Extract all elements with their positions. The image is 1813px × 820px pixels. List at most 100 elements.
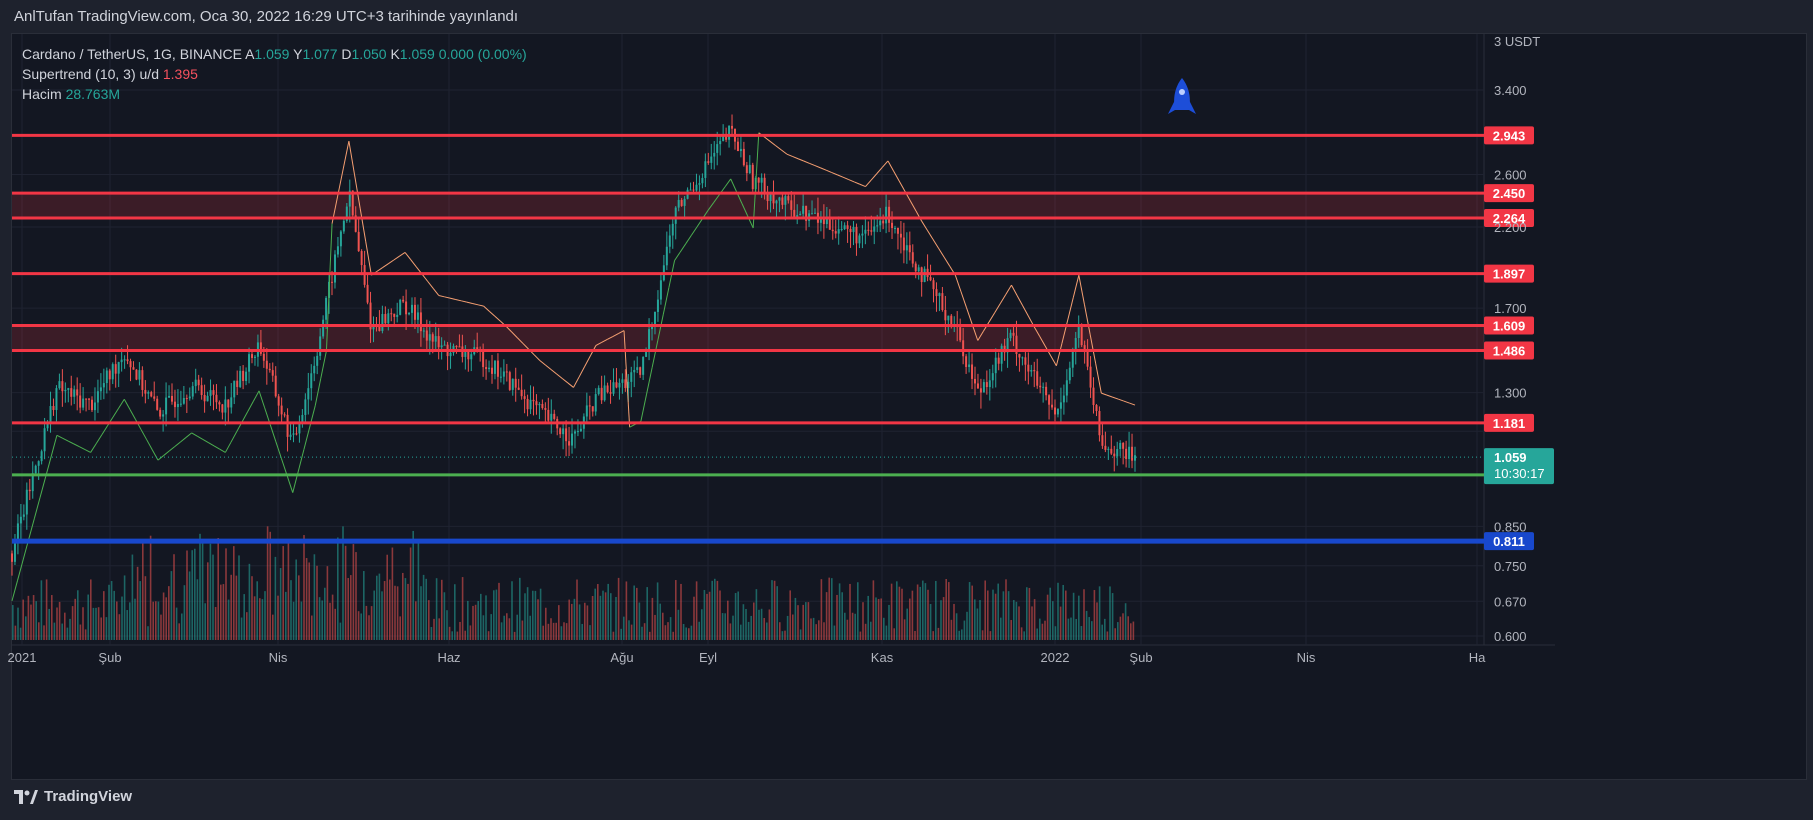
supertrend-line <box>1095 363 1102 394</box>
candle-body <box>325 297 328 320</box>
candle-body <box>722 135 725 142</box>
candle-body <box>197 379 200 386</box>
candle-body <box>707 161 710 163</box>
candle-body <box>1077 324 1080 339</box>
volume-bar <box>233 546 235 640</box>
volume-bar <box>1020 627 1023 640</box>
supertrend-line <box>876 167 883 175</box>
volume-bar <box>636 587 638 640</box>
candle-body <box>301 414 304 424</box>
supertrend-row: Supertrend (10, 3) u/d 1.395 <box>22 64 527 84</box>
volume-bar <box>797 605 799 640</box>
volume-bar <box>464 630 466 640</box>
volume-bar <box>721 613 724 640</box>
tradingview-brand[interactable]: TradingView <box>14 788 132 805</box>
volume-bar <box>779 622 781 640</box>
volume-bar <box>851 612 854 640</box>
candle-body <box>579 428 582 432</box>
volume-bar <box>620 628 622 640</box>
candle-body <box>591 406 594 412</box>
volume-bar <box>841 592 843 640</box>
volume-bar <box>334 608 336 640</box>
supertrend-line <box>241 411 249 422</box>
time-axis-label: Eyl <box>699 650 717 665</box>
candle-body <box>825 218 828 225</box>
volume-bar <box>1026 587 1028 640</box>
volume-bar <box>623 616 625 640</box>
candle-body <box>1009 332 1012 339</box>
supertrend-line <box>118 399 125 409</box>
supertrend-line <box>1011 284 1018 296</box>
volume-bar <box>178 623 180 640</box>
supertrend-line <box>820 167 827 171</box>
volume-bar <box>170 571 173 640</box>
candle-body <box>168 395 171 398</box>
volume-bar <box>1091 621 1093 640</box>
supertrend-line <box>679 243 687 253</box>
candle-body <box>864 229 867 234</box>
volume-bar <box>469 625 472 640</box>
candle-body <box>331 281 334 283</box>
volume-bar <box>714 578 716 640</box>
volume-bar <box>435 578 438 640</box>
volume-bar <box>344 545 347 640</box>
candle-body <box>93 402 96 411</box>
candle-body <box>636 367 639 370</box>
candle-body <box>562 428 565 435</box>
price-axis-label: 2.200 <box>1494 220 1527 235</box>
volume-bar <box>1096 602 1098 640</box>
volume-bar <box>651 597 654 640</box>
volume-bar <box>607 583 609 640</box>
candle-body <box>1101 435 1104 446</box>
volume-bar <box>516 614 518 640</box>
candle-body <box>191 386 194 397</box>
supertrend-line <box>28 517 35 539</box>
volume-bar <box>165 597 167 640</box>
candle-body <box>639 367 642 375</box>
candle-body <box>147 392 150 394</box>
volume-bar <box>409 547 412 640</box>
supertrend-line <box>898 180 906 192</box>
candle-body <box>653 311 656 326</box>
candle-body <box>511 378 514 390</box>
supertrend-line <box>550 369 557 375</box>
supertrend-line <box>999 294 1007 304</box>
volume-bar <box>547 623 550 640</box>
volume-bar <box>524 593 526 640</box>
supertrend-line <box>348 140 356 175</box>
candle-body <box>1030 370 1033 372</box>
volume-bar <box>482 615 485 640</box>
volume-bar <box>160 614 162 640</box>
volume-bar <box>685 627 687 640</box>
level-label: 1.181 <box>1493 416 1526 431</box>
volume-bar <box>792 614 794 640</box>
volume-bar <box>901 588 903 640</box>
volume-bar <box>186 550 188 640</box>
candle-body <box>965 356 968 367</box>
volume-bar <box>942 597 945 640</box>
chart-frame[interactable] <box>11 33 1807 780</box>
candle-body <box>772 194 775 204</box>
volume-bar <box>274 556 277 640</box>
level-tag <box>1484 264 1534 283</box>
volume-bar <box>1059 606 1062 640</box>
volume-bar <box>1083 589 1085 640</box>
volume-bar <box>755 589 758 640</box>
candle-body <box>1104 445 1107 450</box>
candle-body <box>416 312 419 320</box>
candle-body <box>188 396 191 399</box>
candle-body <box>902 237 905 251</box>
volume-bar <box>324 587 326 640</box>
supertrend-line <box>859 183 866 188</box>
volume-bar <box>428 600 430 640</box>
volume-bar <box>188 571 191 640</box>
supertrend-line <box>449 297 456 300</box>
volume-bar <box>129 602 131 640</box>
volume-bar <box>308 562 310 640</box>
candle-body <box>891 222 894 229</box>
supertrend-line <box>561 378 569 384</box>
level-tag <box>1484 413 1534 432</box>
volume-bar <box>880 598 882 640</box>
candle-body <box>532 399 535 402</box>
